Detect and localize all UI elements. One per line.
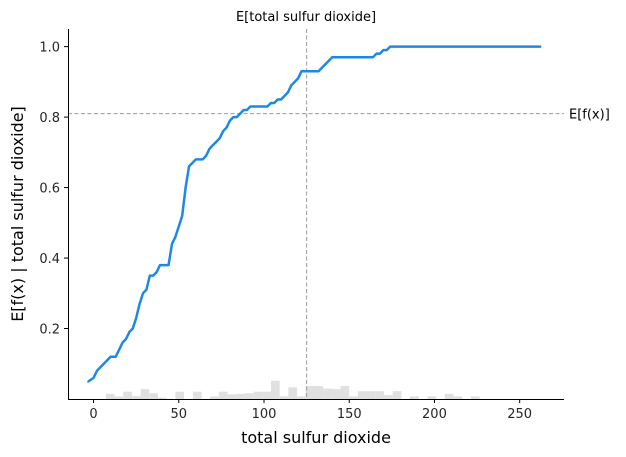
histogram-bar: [253, 391, 263, 399]
reference-lines: [68, 29, 564, 399]
x-ticks: 0 50 100 150 200 250: [89, 399, 532, 422]
histogram-bar: [244, 393, 254, 399]
histogram-bar: [427, 396, 437, 399]
histogram-bar: [349, 396, 358, 399]
histogram-bar: [331, 389, 341, 399]
series-layer: [87, 45, 542, 383]
histogram-bar: [314, 386, 324, 399]
histogram-bar: [218, 391, 228, 399]
histogram-bar: [105, 393, 115, 399]
histogram-bar: [227, 394, 237, 399]
histogram-bar: [297, 396, 306, 399]
histogram-bar: [340, 386, 350, 399]
expected-value-label: E[f(x)]: [569, 108, 610, 123]
x-tick-label: 100: [252, 407, 277, 422]
histogram-bar: [114, 396, 124, 399]
histogram-bar: [410, 396, 419, 399]
x-tick-label: 0: [89, 407, 97, 422]
histogram-bar: [323, 388, 332, 399]
histogram-bar: [175, 391, 185, 399]
histogram-bar: [192, 391, 202, 399]
y-tick-label: 0.6: [39, 182, 60, 197]
x-tick-label: 50: [171, 407, 188, 422]
histogram-bar: [470, 396, 480, 399]
y-tick-label: 1.0: [39, 41, 60, 56]
histogram-bar: [444, 393, 454, 399]
histogram-bar: [262, 391, 271, 399]
y-axis-label: E[f(x) | total sulfur dioxide]: [8, 106, 27, 322]
histogram-bar: [392, 391, 402, 399]
histogram-bar: [375, 391, 385, 399]
histogram-bar: [384, 395, 393, 399]
histogram-bar: [236, 393, 245, 399]
y-ticks: 0.2 0.4 0.6 0.8 1.0: [39, 41, 68, 338]
chart-title: E[total sulfur dioxide]: [236, 10, 376, 25]
histogram-bar: [279, 396, 289, 399]
histogram-bar: [158, 397, 167, 399]
histogram-bar: [210, 396, 219, 399]
x-axis-label: total sulfur dioxide: [241, 428, 391, 447]
histogram-bar: [123, 391, 132, 399]
histogram-bar: [140, 389, 150, 399]
series-line: [87, 45, 542, 383]
histogram-bar: [271, 380, 280, 399]
histogram-bar: [149, 393, 158, 399]
histogram-bar: [366, 391, 376, 399]
x-tick-label: 150: [337, 407, 362, 422]
x-tick-label: 250: [507, 407, 532, 422]
histogram-bar: [131, 395, 141, 399]
x-tick-label: 200: [422, 407, 447, 422]
histogram-bar: [305, 386, 315, 399]
y-tick-label: 0.4: [39, 252, 60, 267]
y-tick-label: 0.8: [39, 111, 60, 126]
histogram-bar: [453, 396, 463, 399]
histogram: [105, 380, 480, 399]
y-tick-label: 0.2: [39, 323, 60, 338]
histogram-bar: [357, 391, 367, 399]
histogram-bar: [288, 387, 298, 399]
